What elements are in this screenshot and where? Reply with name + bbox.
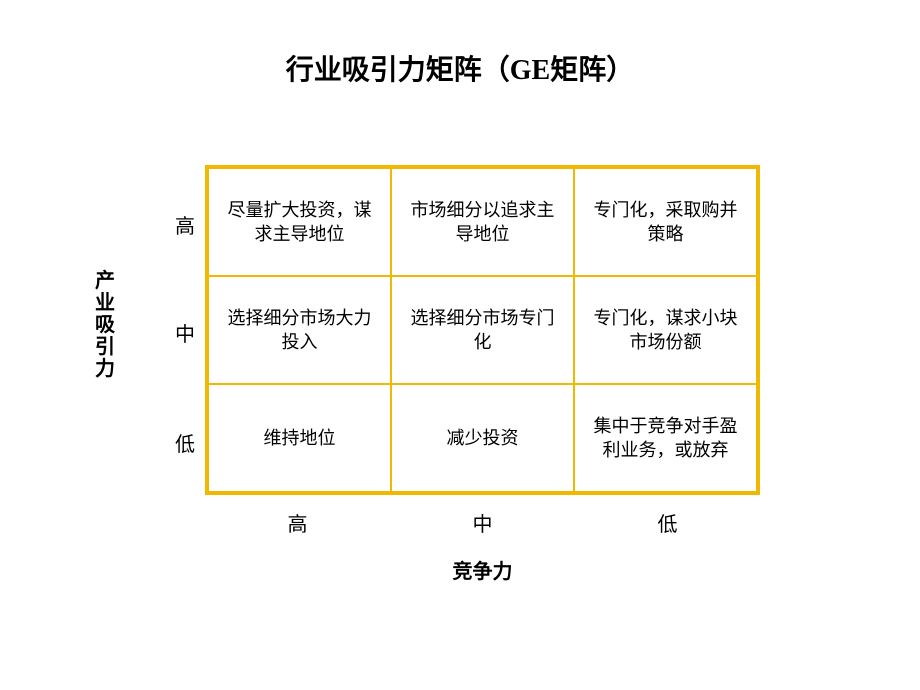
x-label-mid: 中 bbox=[390, 508, 575, 537]
matrix-cell: 专门化，谋求小块市场份额 bbox=[574, 276, 757, 384]
matrix-cell: 选择细分市场专门化 bbox=[391, 276, 574, 384]
y-label-mid: 中 bbox=[155, 318, 195, 347]
y-axis-title: 产业吸引力 bbox=[94, 270, 116, 380]
matrix-cell: 集中于竞争对手盈利业务，或放弃 bbox=[574, 384, 757, 492]
ge-matrix: 尽量扩大投资，谋求主导地位 市场细分以追求主导地位 专门化，采取购并策略 选择细… bbox=[205, 165, 760, 495]
x-label-high: 高 bbox=[205, 508, 390, 537]
x-label-low: 低 bbox=[575, 508, 760, 537]
matrix-cell: 减少投资 bbox=[391, 384, 574, 492]
y-label-high: 高 bbox=[155, 210, 195, 239]
matrix-cell: 尽量扩大投资，谋求主导地位 bbox=[208, 168, 391, 276]
matrix-cell: 专门化，采取购并策略 bbox=[574, 168, 757, 276]
matrix-cell: 维持地位 bbox=[208, 384, 391, 492]
y-label-low: 低 bbox=[155, 428, 195, 457]
page-title: 行业吸引力矩阵（GE矩阵） bbox=[0, 48, 920, 88]
matrix-cell: 市场细分以追求主导地位 bbox=[391, 168, 574, 276]
x-axis-title: 竞争力 bbox=[205, 555, 760, 584]
matrix-cell: 选择细分市场大力投入 bbox=[208, 276, 391, 384]
